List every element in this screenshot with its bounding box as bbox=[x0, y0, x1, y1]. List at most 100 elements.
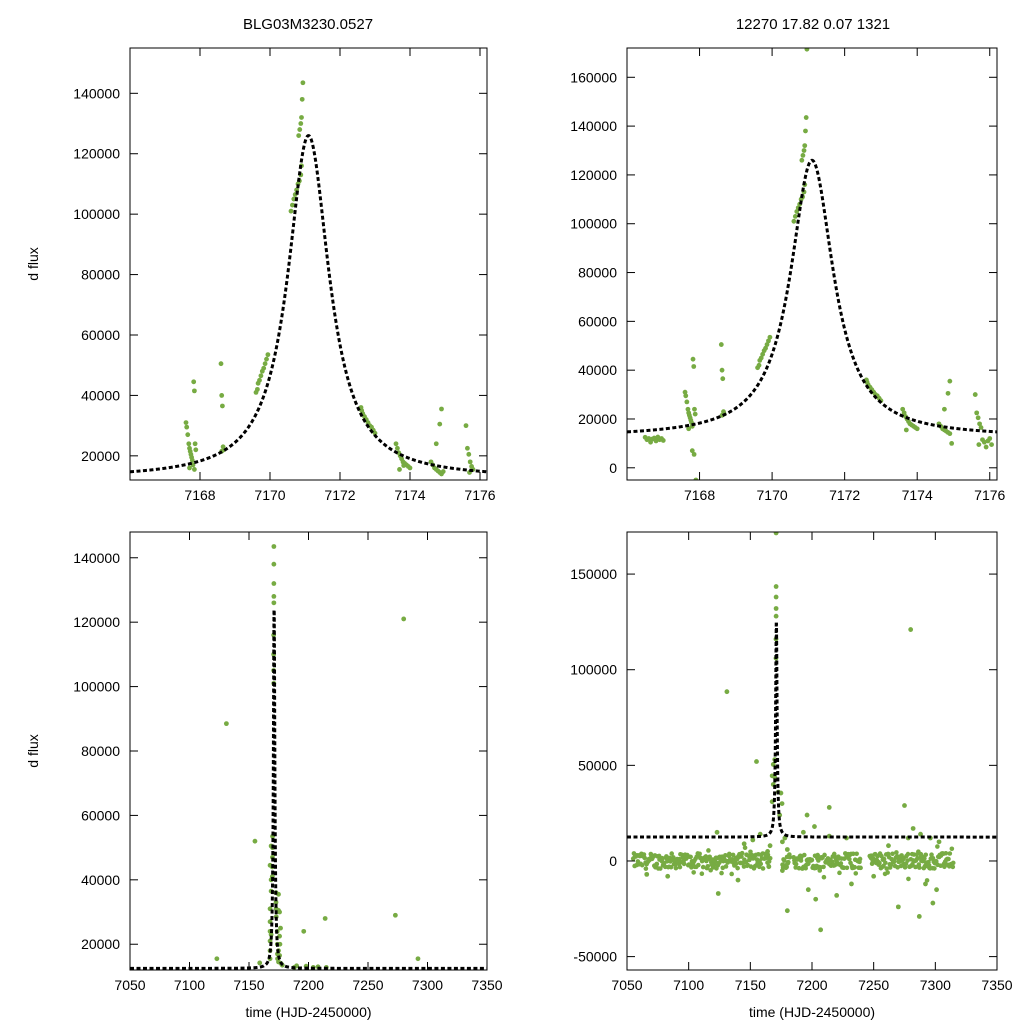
baseline-point bbox=[654, 861, 660, 867]
data-point bbox=[185, 432, 191, 438]
y-tick-label: 80000 bbox=[578, 265, 617, 281]
data-point bbox=[923, 881, 928, 887]
baseline-point bbox=[815, 852, 820, 858]
baseline-point bbox=[847, 856, 852, 862]
baseline-point bbox=[703, 854, 709, 859]
baseline-point bbox=[719, 870, 724, 876]
data-point bbox=[908, 627, 914, 632]
plot-area bbox=[130, 544, 487, 970]
baseline-point bbox=[691, 870, 696, 875]
x-tick-label: 7172 bbox=[324, 487, 355, 503]
x-tick-label: 7100 bbox=[673, 977, 704, 993]
data-point bbox=[779, 801, 785, 806]
data-point bbox=[682, 389, 688, 395]
data-point bbox=[784, 847, 790, 852]
baseline-point bbox=[932, 866, 937, 871]
baseline-point bbox=[924, 878, 930, 883]
data-point bbox=[288, 208, 294, 214]
data-point bbox=[686, 426, 692, 432]
y-tick-label: 140000 bbox=[73, 550, 120, 566]
baseline-point bbox=[894, 850, 899, 855]
baseline-point bbox=[760, 866, 766, 871]
data-point bbox=[187, 465, 192, 471]
baseline-point bbox=[697, 851, 702, 857]
data-point bbox=[192, 467, 197, 472]
baseline-point bbox=[705, 863, 711, 869]
data-point bbox=[750, 837, 756, 843]
data-point bbox=[735, 877, 741, 883]
data-point bbox=[322, 916, 328, 921]
data-point bbox=[804, 812, 810, 818]
baseline-point bbox=[894, 853, 900, 859]
data-point bbox=[397, 467, 402, 472]
baseline-point bbox=[858, 865, 863, 871]
y-tick-label: 80000 bbox=[81, 743, 120, 759]
data-point bbox=[804, 48, 810, 52]
data-point bbox=[901, 410, 907, 416]
baseline-point bbox=[837, 870, 842, 876]
data-point bbox=[934, 887, 939, 893]
data-point bbox=[277, 909, 282, 915]
data-point bbox=[372, 430, 378, 436]
x-tick-label: 7250 bbox=[858, 977, 889, 993]
baseline-point bbox=[922, 856, 927, 861]
y-tick-label: 80000 bbox=[81, 267, 120, 283]
data-point bbox=[255, 386, 260, 392]
data-point bbox=[257, 377, 262, 383]
x-tick-label: 7250 bbox=[352, 977, 383, 993]
baseline-point bbox=[723, 864, 729, 869]
baseline-point bbox=[884, 866, 890, 871]
model-curve bbox=[627, 622, 997, 839]
data-point bbox=[945, 390, 951, 396]
data-point bbox=[981, 439, 987, 445]
title-left: BLG03M3230.0527 bbox=[243, 16, 373, 33]
y-tick-label: 100000 bbox=[570, 662, 617, 678]
baseline-point bbox=[850, 851, 856, 857]
data-point bbox=[765, 849, 770, 854]
data-point bbox=[800, 152, 806, 158]
baseline-point bbox=[673, 865, 679, 871]
data-point bbox=[773, 584, 779, 589]
baseline-point bbox=[838, 861, 844, 866]
data-point bbox=[910, 826, 916, 831]
baseline-point bbox=[923, 852, 929, 858]
data-point bbox=[691, 451, 697, 457]
data-point bbox=[401, 616, 407, 622]
data-point bbox=[778, 790, 784, 796]
baseline-point bbox=[641, 852, 647, 857]
data-point bbox=[290, 202, 295, 208]
y-tick-label: 40000 bbox=[81, 387, 120, 403]
data-point bbox=[692, 406, 697, 412]
data-point bbox=[189, 457, 195, 463]
data-point bbox=[834, 893, 840, 898]
data-point bbox=[826, 805, 832, 810]
baseline-point bbox=[729, 871, 734, 877]
data-point bbox=[800, 829, 806, 835]
baseline-point bbox=[950, 864, 956, 870]
data-point bbox=[257, 960, 263, 966]
data-point bbox=[766, 338, 771, 344]
panel-top-left: 7168 7170 7172 7174 7176 20000 40000 60000 80000… bbox=[25, 47, 496, 503]
data-point bbox=[276, 891, 281, 897]
data-point bbox=[773, 532, 779, 536]
y-tick-label: 20000 bbox=[81, 936, 120, 952]
data-point bbox=[760, 351, 766, 357]
data-point bbox=[685, 406, 691, 412]
data-point bbox=[780, 839, 785, 845]
baseline-point bbox=[816, 858, 821, 863]
data-point bbox=[660, 438, 666, 443]
data-point bbox=[665, 873, 671, 879]
data-point bbox=[801, 148, 807, 153]
y-axis-label: d flux bbox=[25, 734, 41, 767]
data-point bbox=[977, 421, 982, 427]
data-point bbox=[298, 121, 304, 126]
data-point bbox=[395, 445, 400, 451]
data-point bbox=[393, 441, 399, 447]
data-point bbox=[784, 908, 790, 914]
baseline-point bbox=[830, 859, 835, 864]
baseline-point bbox=[844, 865, 850, 871]
data-point bbox=[644, 871, 650, 877]
baseline-point bbox=[767, 856, 773, 861]
data-point bbox=[791, 218, 797, 224]
x-tick-label: 7172 bbox=[829, 487, 860, 503]
